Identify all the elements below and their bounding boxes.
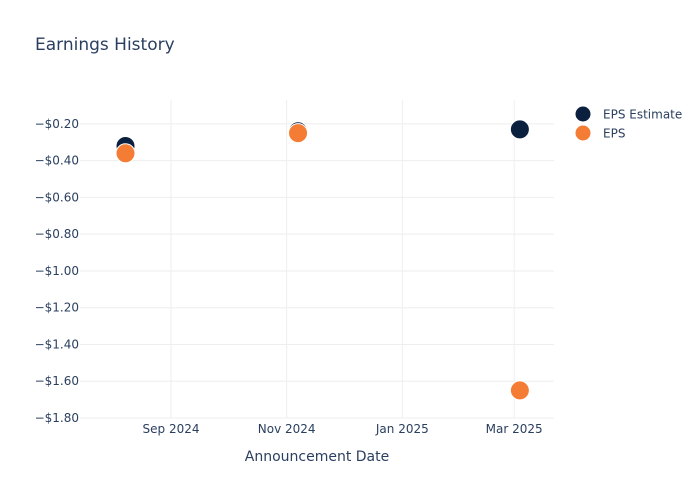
y-tick-label: −$0.60: [35, 190, 79, 204]
x-tick-label: Sep 2024: [143, 422, 200, 436]
x-tick-label: Jan 2025: [375, 422, 429, 436]
y-axis-ticks: −$0.20 −$0.40 −$0.60 −$0.80 −$1.00 −$1.20 −$1.…: [35, 117, 79, 425]
data-point-eps[interactable]: [288, 123, 309, 144]
y-tick-label: −$0.80: [35, 227, 79, 241]
data-point-eps[interactable]: [115, 143, 136, 164]
y-tick-label: −$1.00: [35, 264, 79, 278]
legend-marker: [574, 124, 592, 142]
x-axis-ticks: Sep 2024 Nov 2024 Jan 2025 Mar 2025: [143, 422, 543, 436]
x-tick-label: Nov 2024: [258, 422, 316, 436]
legend-item-eps[interactable]: EPS: [574, 124, 625, 142]
points-layer: [115, 119, 530, 401]
legend-label: EPS: [603, 127, 625, 141]
chart-title: Earnings History: [35, 35, 175, 55]
x-tick-label: Mar 2025: [486, 422, 543, 436]
y-tick-label: −$1.60: [35, 374, 79, 388]
data-point-eps-estimate[interactable]: [509, 119, 530, 140]
y-tick-label: −$1.80: [35, 411, 79, 425]
x-axis-title: Announcement Date: [245, 449, 389, 465]
grid-layer: [80, 100, 554, 419]
y-tick-label: −$1.20: [35, 301, 79, 315]
legend-label: EPS Estimate: [603, 108, 682, 122]
data-point-eps[interactable]: [509, 380, 530, 401]
y-tick-label: −$1.40: [35, 337, 79, 351]
y-tick-label: −$0.20: [35, 117, 79, 131]
legend-item-eps-estimate[interactable]: EPS Estimate: [574, 105, 682, 123]
y-tick-label: −$0.40: [35, 154, 79, 168]
legend-marker: [574, 105, 592, 123]
legend[interactable]: EPS Estimate EPS: [574, 105, 682, 142]
